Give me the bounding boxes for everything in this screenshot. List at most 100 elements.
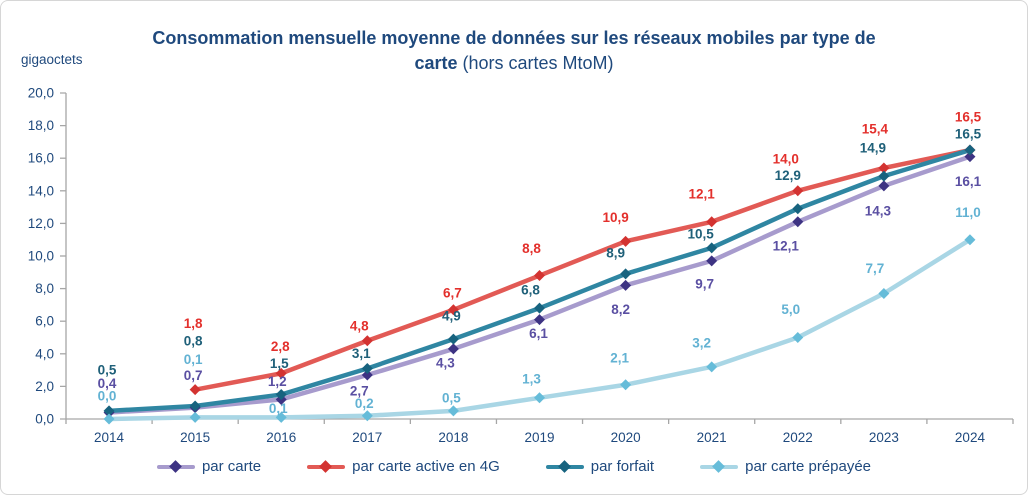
data-point-marker-par-carte-active-en-4g — [189, 384, 201, 396]
data-value-label-par-carte-active-en-4g: 6,7 — [443, 285, 462, 300]
legend-item-par-carte-prepayee: par carte prépayée — [700, 458, 871, 475]
data-point-marker-par-forfait — [275, 389, 287, 401]
x-tick-label: 2017 — [352, 430, 382, 445]
data-value-label-par-carte-prepayee: 1,3 — [522, 371, 541, 386]
legend-item-label: par forfait — [590, 458, 655, 475]
data-value-label-par-forfait: 8,9 — [606, 245, 625, 260]
data-point-marker-par-carte-active-en-4g — [534, 270, 545, 282]
data-value-label-par-carte-prepayee: 0,0 — [98, 389, 117, 404]
data-point-marker-par-carte-prepayee — [706, 361, 718, 373]
legend-item-par-carte: par carte — [156, 458, 261, 475]
y-tick-label: 10,0 — [28, 249, 54, 264]
data-point-marker-par-carte — [447, 343, 459, 355]
data-value-label-par-forfait: 6,8 — [521, 283, 540, 298]
data-point-marker-par-carte-active-en-4g — [361, 335, 373, 347]
data-point-marker-par-carte-active-en-4g — [275, 367, 287, 379]
data-point-marker-par-carte — [361, 369, 373, 381]
legend-line-marker-icon — [700, 460, 739, 473]
data-value-label-par-carte: 4,3 — [436, 355, 455, 370]
data-value-label-par-carte-active-en-4g: 14,0 — [773, 151, 799, 166]
data-point-marker-par-forfait — [964, 144, 976, 156]
data-point-marker-par-carte-prepayee — [534, 392, 545, 404]
data-value-label-par-carte: 16,1 — [955, 174, 982, 189]
data-value-label-par-forfait: 0,5 — [98, 362, 117, 377]
data-value-label-par-carte: 6,1 — [529, 326, 548, 341]
legend-item-label: par carte prépayée — [745, 458, 872, 475]
data-point-marker-par-carte — [706, 255, 718, 267]
x-tick-label: 2020 — [611, 430, 641, 445]
data-point-marker-par-forfait — [361, 362, 373, 374]
data-point-marker-par-carte-active-en-4g — [878, 162, 890, 174]
y-tick-label: 20,0 — [28, 86, 54, 101]
y-tick-label: 12,0 — [28, 216, 54, 231]
data-point-marker-par-carte-active-en-4g — [792, 185, 804, 197]
data-point-marker-par-forfait — [534, 302, 545, 314]
data-point-marker-par-carte-active-en-4g — [706, 216, 718, 228]
legend-line-marker-icon — [156, 460, 195, 473]
data-point-marker-par-carte-prepayee — [189, 411, 201, 423]
data-value-label-par-carte: 2,7 — [350, 383, 369, 398]
data-point-marker-par-carte-prepayee — [361, 410, 373, 422]
data-value-label-par-forfait: 10,5 — [688, 226, 715, 241]
data-value-label-par-forfait: 4,9 — [442, 309, 461, 324]
data-value-label-par-forfait: 14,9 — [860, 141, 886, 156]
data-value-label-par-carte-active-en-4g: 12,1 — [689, 186, 716, 201]
data-point-marker-par-carte-prepayee — [275, 411, 287, 423]
legend-item-par-carte-active-en-4g: par carte active en 4G — [307, 458, 500, 475]
x-tick-label: 2024 — [955, 430, 986, 445]
data-value-label-par-forfait: 1,5 — [270, 356, 289, 371]
data-value-label-par-carte-prepayee: 11,0 — [955, 205, 981, 220]
y-tick-label: 14,0 — [28, 183, 54, 198]
x-tick-label: 2014 — [94, 430, 125, 445]
data-value-label-par-carte-active-en-4g: 2,8 — [271, 339, 290, 354]
y-axis-unit-label: gigaoctets — [21, 52, 83, 67]
data-point-marker-par-carte-prepayee — [103, 413, 115, 425]
data-value-label-par-carte: 8,2 — [611, 302, 630, 317]
data-value-label-par-forfait: 0,8 — [184, 333, 203, 348]
data-value-label-par-carte: 0,4 — [98, 376, 117, 391]
data-point-marker-par-forfait — [878, 170, 890, 182]
y-tick-label: 4,0 — [35, 346, 54, 361]
data-point-marker-par-carte-active-en-4g — [620, 235, 632, 247]
data-point-marker-par-carte — [792, 216, 804, 228]
data-point-marker-par-carte-prepayee — [792, 332, 804, 343]
y-tick-label: 2,0 — [35, 379, 54, 394]
chart-title-line1: Consommation mensuelle moyenne de donnée… — [152, 28, 876, 48]
data-value-label-par-carte-active-en-4g: 4,8 — [350, 318, 369, 333]
data-value-label-par-carte-prepayee: 7,7 — [865, 261, 884, 276]
data-point-marker-par-carte — [878, 180, 890, 192]
x-tick-label: 2022 — [783, 430, 813, 445]
y-tick-label: 6,0 — [35, 314, 54, 329]
data-point-marker-par-forfait — [792, 203, 804, 215]
chart-title-line2: carte (hors cartes MtoM) — [1, 51, 1027, 76]
data-value-label-par-carte-active-en-4g: 8,8 — [522, 241, 541, 256]
chart-title: Consommation mensuelle moyenne de donnée… — [1, 26, 1027, 76]
data-value-label-par-carte-prepayee: 0,5 — [442, 390, 461, 405]
x-tick-label: 2015 — [180, 430, 210, 445]
data-value-label-par-carte-prepayee: 2,1 — [610, 350, 629, 365]
x-tick-label: 2021 — [697, 430, 727, 445]
data-point-marker-par-carte — [964, 151, 976, 163]
y-tick-label: 8,0 — [35, 281, 54, 296]
legend-item-par-forfait: par forfait — [545, 458, 655, 475]
data-value-label-par-carte: 1,2 — [268, 374, 287, 389]
legend-line-marker-icon — [545, 460, 584, 473]
data-point-marker-par-carte-active-en-4g — [447, 304, 459, 316]
x-tick-label: 2019 — [524, 430, 554, 445]
data-value-label-par-carte-active-en-4g: 15,4 — [862, 121, 889, 136]
data-point-marker-par-forfait — [103, 405, 115, 417]
data-point-marker-par-forfait — [189, 400, 201, 412]
data-value-label-par-carte-active-en-4g: 1,8 — [184, 316, 203, 331]
data-point-marker-par-carte-prepayee — [447, 405, 459, 417]
y-tick-label: 16,0 — [28, 151, 54, 166]
data-point-marker-par-carte-prepayee — [620, 379, 632, 391]
data-value-label-par-carte-prepayee: 0,1 — [269, 401, 288, 416]
chart-title-line2-bold: carte — [414, 53, 458, 73]
data-value-label-par-carte-active-en-4g: 10,9 — [602, 210, 628, 225]
legend-item-label: par carte active en 4G — [352, 458, 500, 475]
data-value-label-par-carte-active-en-4g: 16,5 — [955, 110, 982, 125]
x-tick-label: 2018 — [438, 430, 468, 445]
data-point-marker-par-carte — [534, 314, 545, 326]
